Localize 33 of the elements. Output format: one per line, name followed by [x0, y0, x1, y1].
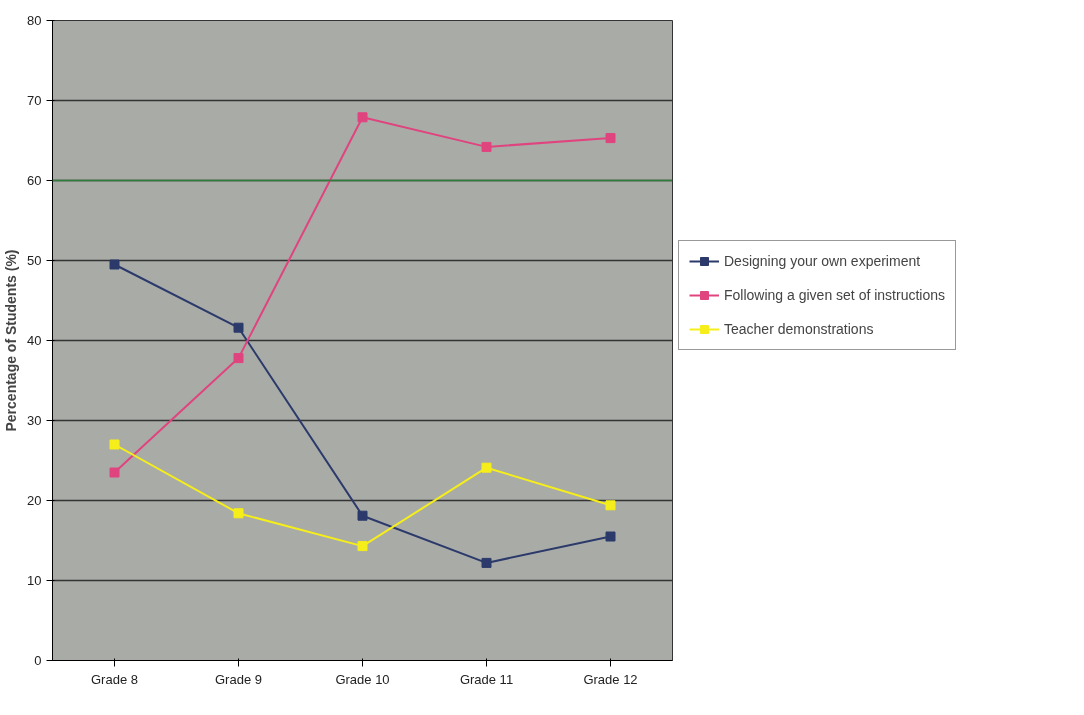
y-tick-label: 50	[27, 253, 42, 268]
legend-label: Designing your own experiment	[724, 253, 921, 269]
point	[481, 462, 492, 473]
y-tick-label: 0	[34, 653, 42, 668]
point	[109, 467, 120, 478]
y-tick-label: 80	[27, 13, 42, 28]
point	[605, 531, 616, 542]
y-tick-label: 60	[27, 173, 42, 188]
point	[233, 508, 244, 519]
y-axis-title: Percentage of Students (%)	[3, 249, 20, 432]
y-tick-label: 30	[27, 413, 42, 428]
point	[233, 322, 244, 333]
point	[605, 500, 616, 511]
x-tick-label: Grade 12	[583, 671, 638, 687]
x-tick-label: Grade 10	[335, 671, 390, 687]
x-tick-label: Grade 8	[91, 671, 138, 687]
y-tick-label: 70	[27, 93, 42, 108]
y-tick-label: 40	[27, 333, 42, 348]
x-tick-label: Grade 11	[459, 671, 514, 687]
y-tick-label: 10	[27, 573, 42, 588]
point	[357, 541, 368, 552]
point	[109, 259, 120, 270]
y-tick-label: 20	[27, 493, 42, 508]
point	[357, 112, 368, 123]
point	[605, 133, 616, 144]
point	[481, 557, 492, 568]
point	[357, 510, 368, 521]
legend-label: Following a given set of instructions	[724, 287, 945, 303]
legend-label: Teacher demonstrations	[724, 321, 874, 337]
point	[109, 439, 120, 450]
point	[233, 353, 244, 364]
x-tick-label: Grade 9	[215, 671, 262, 687]
point	[481, 141, 492, 152]
